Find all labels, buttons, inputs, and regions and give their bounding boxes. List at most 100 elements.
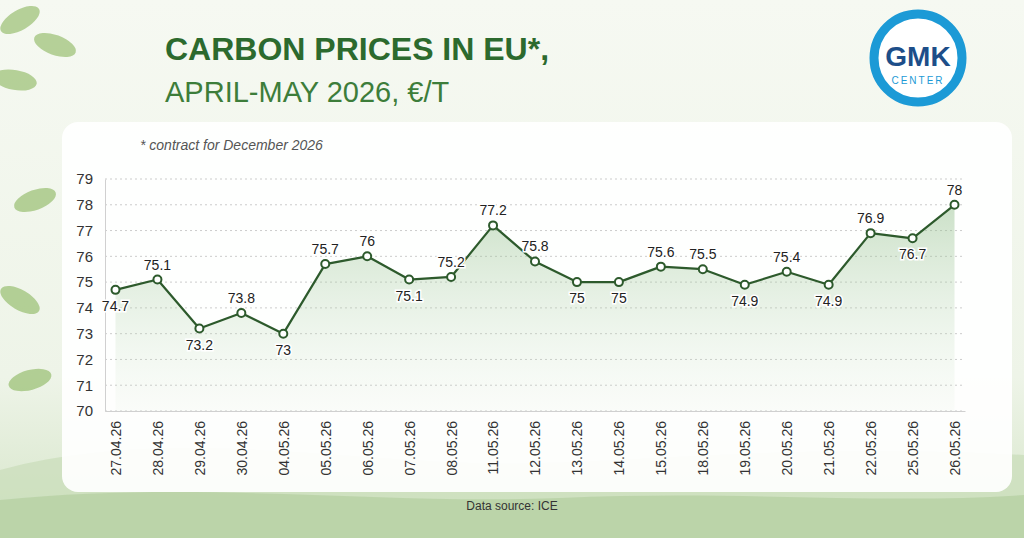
y-tick: 72 [76,351,105,368]
x-tick-label: 19.05.26 [737,421,753,476]
data-label: 75.7 [312,241,339,257]
x-tick-label: 11.05.26 [485,421,501,475]
data-label: 73.8 [228,290,255,306]
data-label: 75.1 [144,257,171,273]
data-label: 76 [359,233,375,249]
x-tick: 05.05.26 [318,421,334,476]
x-tick: 26.05.26 [947,421,963,476]
grid-line [105,230,965,231]
title: CARBON PRICES IN EU*, [165,31,549,67]
point [405,276,413,284]
y-tick: 78 [76,196,105,213]
logo-subtext: CENTER [891,75,944,86]
y-tick-label: 73 [76,325,93,342]
x-tick: 21.05.26 [821,421,837,476]
x-tick: 20.05.26 [779,421,795,476]
y-tick: 70 [76,402,105,419]
y-tick: 74 [76,299,105,316]
x-tick-label: 18.05.26 [695,421,711,476]
chart-container: CARBON PRICES IN EU*,APRIL-MAY 2026, €/T… [0,0,1024,538]
point [321,260,329,268]
logo: GMK CENTER [874,14,962,102]
logo-ring [874,14,962,102]
x-tick-label: 14.05.26 [611,421,627,476]
point [951,201,959,209]
y-tick: 75 [76,273,105,290]
point [615,278,623,286]
data-label: 74.9 [815,293,842,309]
data-label: 76.7 [899,246,926,262]
y-tick: 77 [76,222,105,239]
data-label: 75.2 [437,254,464,270]
leaf [6,365,54,396]
x-tick-label: 28.04.26 [150,421,166,476]
y-tick-label: 79 [76,170,93,187]
y-tick: 76 [76,248,105,265]
y-tick-label: 76 [76,248,93,265]
x-tick: 14.05.26 [611,421,627,476]
leaf [0,66,38,93]
chart-svg: CARBON PRICES IN EU*,APRIL-MAY 2026, €/T… [0,0,1024,538]
grid [105,179,965,411]
note: * contract for December 2026 [140,137,323,153]
y-tick: 71 [76,377,105,394]
x-tick-label: 13.05.26 [569,421,585,476]
data-label: 75 [611,290,627,306]
point [195,325,203,333]
data-label: 75.5 [689,246,716,262]
x-tick: 13.05.26 [569,421,585,476]
line-area [115,205,954,411]
point [573,278,581,286]
x-tick: 25.05.26 [905,421,921,476]
y-tick: 73 [76,325,105,342]
x-tick-label: 30.04.26 [234,421,250,476]
point [363,252,371,260]
point [489,221,497,229]
logo-text: GMK [885,41,950,72]
x-tick: 12.05.26 [527,421,543,476]
x-tick-label: 06.05.26 [360,421,376,476]
leaf [11,183,59,217]
x-tick-label: 12.05.26 [527,421,543,476]
data-label: 75 [569,290,585,306]
data-labels: 74.775.173.273.87375.77675.175.277.275.8… [102,182,963,358]
x-tick-label: 08.05.26 [443,421,459,476]
y-tick-label: 72 [76,351,93,368]
y-tick-label: 71 [76,377,93,394]
y-tick-label: 77 [76,222,93,239]
y-tick-label: 78 [76,196,93,213]
x-tick-label: 22.05.26 [863,421,879,476]
point [909,234,917,242]
plot-marks [111,201,958,411]
data-label: 74.9 [731,293,758,309]
x-tick: 08.05.26 [443,421,459,476]
x-tick-label: 29.04.26 [192,421,208,476]
point [657,263,665,271]
point [237,309,245,317]
source: Data source: ICE [466,499,557,513]
point [279,330,287,338]
x-tick: 15.05.26 [653,421,669,476]
y-tick-label: 75 [76,273,93,290]
y-tick-label: 70 [76,402,93,419]
data-label: 73 [276,342,292,358]
x-tick: 07.05.26 [402,421,418,476]
data-label: 77.2 [479,202,506,218]
data-label: 76.9 [857,210,884,226]
x-tick: 30.04.26 [234,421,250,476]
x-axis: 27.04.2628.04.2629.04.2630.04.2604.05.26… [106,412,966,476]
axis-line [106,411,966,412]
data-label: 75.8 [521,238,548,254]
data-label: 75.6 [647,244,674,260]
data-label: 73.2 [186,337,213,353]
data-label: 74.7 [102,298,129,314]
x-tick-label: 04.05.26 [276,421,292,476]
x-tick: 22.05.26 [863,421,879,476]
data-label: 78 [947,182,963,198]
x-tick: 28.04.26 [150,421,166,476]
plot-card [62,122,1012,492]
x-tick: 06.05.26 [360,421,376,476]
point [153,276,161,284]
point [111,286,119,294]
x-tick-label: 05.05.26 [318,421,334,476]
